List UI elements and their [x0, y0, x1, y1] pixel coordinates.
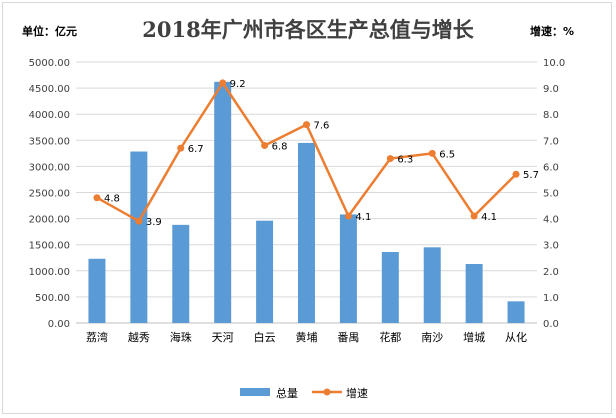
- bar: [423, 247, 441, 323]
- left-tick-label: 1500.00: [29, 241, 70, 252]
- data-label: 6.7: [188, 144, 204, 155]
- left-tick-label: 4500.00: [29, 84, 70, 95]
- right-unit-label: 增速：%: [530, 24, 574, 38]
- right-tick-label: 4.0: [543, 215, 559, 226]
- line-point: [93, 194, 101, 202]
- bar: [381, 252, 399, 323]
- line-point: [219, 79, 227, 87]
- line-point: [512, 170, 520, 178]
- left-unit-label: 单位：亿元: [22, 24, 77, 38]
- legend-bar-label: 总量: [276, 386, 298, 400]
- right-tick-label: 9.0: [543, 84, 559, 95]
- right-tick-label: 6.0: [543, 162, 559, 173]
- line-point: [261, 142, 269, 150]
- gridlines: [76, 61, 537, 324]
- data-label: 6.8: [272, 142, 288, 153]
- bar: [507, 301, 525, 323]
- category-label: 从化: [505, 330, 527, 344]
- bar-series: [88, 81, 525, 323]
- category-label: 海珠: [170, 330, 192, 344]
- line-point: [386, 155, 394, 163]
- right-tick-label: 1.0: [543, 293, 559, 304]
- category-label: 荔湾: [86, 330, 108, 344]
- bar: [256, 220, 274, 323]
- legend-line-marker: [323, 388, 331, 396]
- left-tick-label: 500.00: [35, 293, 70, 304]
- category-labels: 荔湾 越秀 海珠 天河 白云 黄埔 番禺 花都 南沙 增城 从化: [86, 330, 527, 344]
- right-tick-label: 3.0: [543, 241, 559, 252]
- left-tick-label: 3000.00: [29, 162, 70, 173]
- category-label: 增城: [463, 330, 485, 344]
- right-tick-label: 0.0: [543, 319, 559, 330]
- category-label: 白云: [254, 330, 276, 344]
- left-axis-ticks: 0.00 500.00 1000.00 1500.00 2000.00 2500.00 30…: [29, 58, 70, 330]
- category-label: 黄埔: [296, 330, 318, 344]
- category-label: 番禺: [337, 331, 359, 344]
- data-label: 4.1: [481, 212, 497, 223]
- right-tick-label: 10.0: [543, 58, 565, 69]
- data-label: 4.1: [355, 212, 371, 223]
- category-label: 天河: [212, 331, 234, 344]
- data-label: 6.5: [439, 149, 455, 160]
- bar: [172, 224, 190, 323]
- left-tick-label: 2000.00: [29, 215, 70, 226]
- right-tick-label: 7.0: [543, 136, 559, 147]
- bar: [214, 81, 232, 323]
- line-point: [344, 212, 352, 220]
- data-label: 5.7: [523, 170, 539, 181]
- line-point: [428, 149, 436, 157]
- left-tick-label: 5000.00: [29, 58, 70, 69]
- left-tick-label: 4000.00: [29, 110, 70, 121]
- chart-title: 2018年广州市各区生产总值与增长: [142, 17, 474, 42]
- line-point: [470, 212, 478, 220]
- data-label: 6.3: [397, 155, 413, 166]
- category-label: 南沙: [421, 331, 443, 344]
- left-tick-label: 0.00: [48, 319, 70, 330]
- category-label: 越秀: [128, 330, 150, 344]
- right-tick-label: 5.0: [543, 189, 559, 200]
- line-point: [135, 217, 143, 225]
- data-label: 4.8: [104, 194, 120, 205]
- bar: [339, 214, 357, 323]
- data-label: 9.2: [230, 79, 246, 90]
- bar: [465, 264, 483, 323]
- legend-line-label: 增速: [346, 386, 368, 400]
- category-label: 花都: [379, 331, 401, 344]
- bar: [298, 142, 315, 323]
- bar: [130, 151, 148, 323]
- line-point: [303, 121, 310, 129]
- right-tick-label: 8.0: [543, 110, 559, 121]
- left-tick-label: 2500.00: [29, 189, 70, 200]
- left-tick-label: 1000.00: [29, 267, 70, 278]
- left-tick-label: 3500.00: [29, 136, 70, 147]
- legend-bar-swatch: [240, 388, 270, 396]
- data-label: 7.6: [314, 121, 330, 132]
- right-axis-ticks: 0.0 1.0 2.0 3.0 4.0 5.0 6.0 7.0 8.0 9.0 10.0: [543, 58, 565, 330]
- line-point: [177, 144, 185, 152]
- legend: 总量 增速: [240, 386, 368, 400]
- data-label: 3.9: [146, 217, 162, 228]
- right-tick-label: 2.0: [543, 267, 559, 278]
- line-series: 4.8 3.9 6.7 9.2 6.8 7.6 4.1 6.3 6.5 4.1 5.7: [93, 79, 539, 228]
- bar: [88, 258, 106, 323]
